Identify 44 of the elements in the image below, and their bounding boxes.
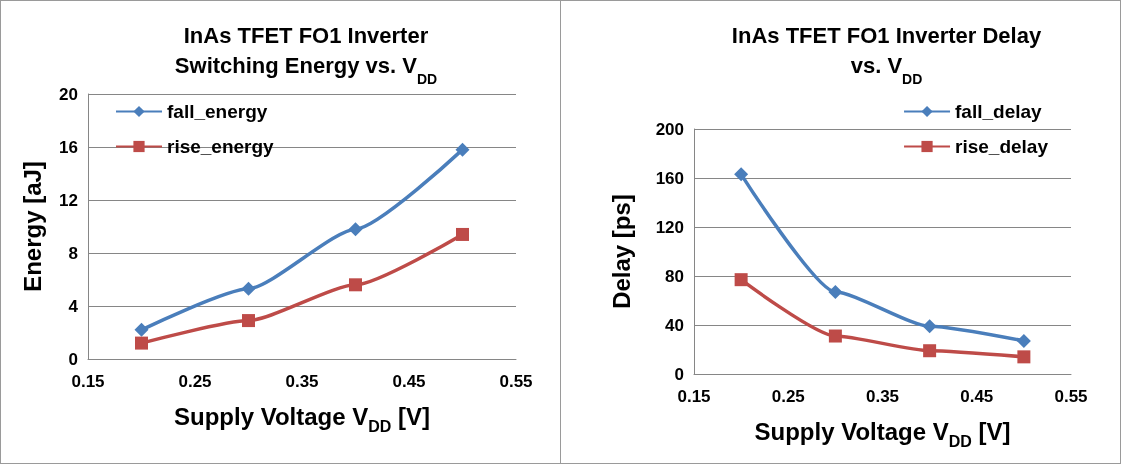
y-tick-label: 0 bbox=[68, 349, 78, 369]
y-tick-label: 40 bbox=[665, 315, 684, 335]
x-tick-label: 0.45 bbox=[960, 387, 994, 406]
point bbox=[134, 322, 149, 337]
x-tick-label: 0.55 bbox=[499, 372, 533, 391]
point bbox=[828, 284, 843, 299]
x-tick-label: 0.55 bbox=[1054, 387, 1088, 406]
point bbox=[1016, 333, 1031, 348]
legend-label: fall_energy bbox=[167, 101, 268, 122]
y-tick-label: 4 bbox=[68, 296, 79, 316]
point bbox=[922, 319, 937, 334]
legend-label: rise_energy bbox=[167, 136, 275, 157]
x-tick-label: 0.25 bbox=[771, 387, 805, 406]
point bbox=[734, 273, 748, 287]
point bbox=[923, 344, 937, 358]
y-tick-label: 120 bbox=[655, 217, 684, 237]
y-tick-label: 200 bbox=[655, 119, 684, 139]
y-tick-label: 16 bbox=[59, 137, 78, 157]
point bbox=[734, 167, 749, 182]
point bbox=[241, 281, 256, 296]
y-tick-label: 80 bbox=[665, 266, 684, 286]
x-tick-label: 0.15 bbox=[677, 387, 711, 406]
legend-label: rise_delay bbox=[955, 136, 1049, 157]
y-tick-label: 8 bbox=[68, 243, 78, 263]
point bbox=[1017, 350, 1031, 364]
y-tick-label: 160 bbox=[655, 168, 684, 188]
point bbox=[242, 314, 255, 328]
x-tick-label: 0.15 bbox=[71, 372, 105, 391]
x-tick-label: 0.35 bbox=[285, 372, 319, 391]
point bbox=[135, 336, 148, 350]
point bbox=[828, 329, 842, 343]
y-tick-label: 12 bbox=[59, 190, 78, 210]
y-tick-label: 0 bbox=[674, 364, 684, 384]
x-tick-label: 0.45 bbox=[392, 372, 426, 391]
y-axis-title: Energy [aJ] bbox=[18, 161, 46, 292]
point bbox=[348, 222, 363, 237]
y-tick-label: 20 bbox=[59, 84, 78, 104]
y-axis-title: Delay [ps] bbox=[607, 194, 635, 309]
point bbox=[456, 227, 469, 241]
point bbox=[455, 142, 470, 157]
x-tick-label: 0.25 bbox=[178, 372, 212, 391]
legend-label: fall_delay bbox=[955, 101, 1043, 122]
x-tick-label: 0.35 bbox=[865, 387, 900, 406]
point bbox=[349, 278, 362, 292]
